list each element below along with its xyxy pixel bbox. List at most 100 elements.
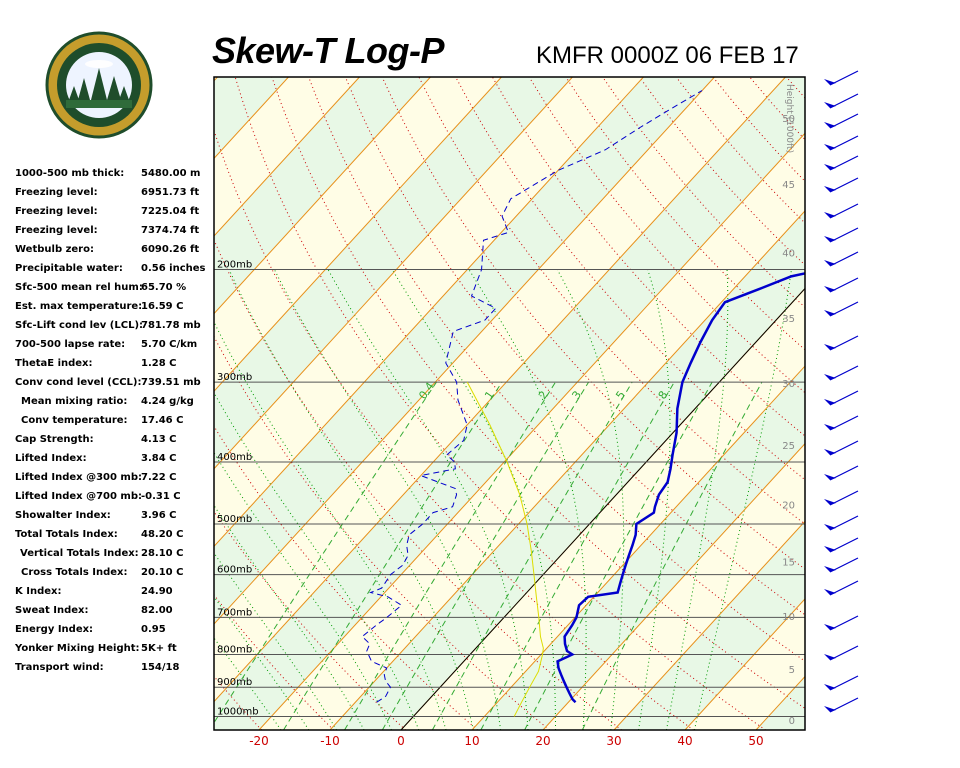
index-label: Lifted Index @300 mb: xyxy=(15,472,142,483)
pressure-tick-label: 1000mb xyxy=(217,706,259,717)
moist-adiabat xyxy=(556,269,625,730)
index-value: 65.70 % xyxy=(141,282,187,293)
index-label: Showalter Index: xyxy=(15,510,111,521)
index-label: Wetbulb zero: xyxy=(15,244,94,255)
wind-barb-flag xyxy=(824,499,836,505)
moist-adiabat xyxy=(214,320,447,730)
index-label: Sfc-500 mean rel hum: xyxy=(15,282,143,293)
mixing-ratio-line xyxy=(431,381,633,730)
isotherm xyxy=(0,77,4,730)
index-value: 24.90 xyxy=(141,586,173,597)
height-tick-label: 5 xyxy=(789,665,795,676)
isotherm xyxy=(471,365,805,730)
index-value: 4.13 C xyxy=(141,434,177,445)
moist-adiabat xyxy=(468,269,587,730)
index-value: 3.84 C xyxy=(141,453,177,464)
wind-barb-flag xyxy=(824,164,836,170)
temperature-line xyxy=(556,272,805,704)
isotherm xyxy=(827,77,960,730)
index-value: 1.28 C xyxy=(141,358,177,369)
index-label: Freezing level: xyxy=(15,187,98,198)
wind-barb-flag xyxy=(824,260,836,266)
temperature-tick-label: -20 xyxy=(249,734,269,748)
height-tick-label: 15 xyxy=(782,557,795,568)
index-label: Total Totals Index: xyxy=(15,529,118,540)
wind-barb-flag xyxy=(824,344,836,350)
dewpoint-line xyxy=(361,90,703,703)
index-value: 7.22 C xyxy=(141,472,177,483)
height-axis-label: Height (1000ft) xyxy=(784,84,794,153)
wind-barb-flag xyxy=(824,286,836,292)
isotherm xyxy=(542,442,805,730)
isotherm xyxy=(0,77,75,730)
dry-adiabat xyxy=(897,77,960,730)
mixing-ratio-line xyxy=(381,381,590,730)
moist-adiabat xyxy=(214,595,310,730)
isotherm xyxy=(214,77,786,703)
index-label: Cap Strength: xyxy=(15,434,94,445)
index-value: 739.51 mb xyxy=(141,377,201,388)
index-label: Freezing level: xyxy=(15,206,98,217)
wind-barb-flag xyxy=(824,399,836,405)
moist-adiabat xyxy=(638,269,671,730)
height-tick-label: 35 xyxy=(782,314,795,325)
isotherm xyxy=(214,77,360,237)
moist-adiabat xyxy=(214,451,392,730)
wind-barb-flag xyxy=(824,79,836,85)
isotherm xyxy=(329,210,805,730)
index-value: 48.20 C xyxy=(141,529,184,540)
wind-barb-flag xyxy=(824,186,836,192)
chart-title: Skew-T Log-P xyxy=(212,30,445,71)
isotherm xyxy=(214,77,644,548)
height-tick-label: 0 xyxy=(789,716,795,727)
index-label: Energy Index: xyxy=(15,624,94,635)
isotherm-band xyxy=(214,77,218,81)
pressure-tick-label: 200mb xyxy=(217,259,252,270)
moist-adiabat xyxy=(327,269,529,730)
isotherm xyxy=(684,598,805,730)
wind-barb-flag xyxy=(824,524,836,530)
pressure-tick-label: 800mb xyxy=(217,644,252,655)
wind-barb-flag xyxy=(824,102,836,108)
mixing-ratio-line xyxy=(581,381,763,730)
moist-adiabat xyxy=(214,504,365,730)
wind-barb-flag xyxy=(824,589,836,595)
index-value: 3.96 C xyxy=(141,510,177,521)
isotherm xyxy=(0,77,146,730)
wind-barb-flag xyxy=(824,374,836,380)
mixing-ratio-line xyxy=(524,381,713,730)
temperature-tick-label: 10 xyxy=(464,734,479,748)
wind-barb-flag xyxy=(824,624,836,630)
mixing-ratio-line xyxy=(344,381,556,730)
index-value: 20.10 C xyxy=(141,567,184,578)
station-time-label: KMFR 0000Z 06 FEB 17 xyxy=(536,42,799,69)
pressure-tick-label: 700mb xyxy=(217,607,252,618)
isotherm xyxy=(258,132,805,730)
moist-adiabat xyxy=(214,391,420,730)
wind-barb-flag xyxy=(824,706,836,712)
index-value: 5K+ ft xyxy=(141,643,177,654)
index-label: ThetaE index: xyxy=(15,358,93,369)
height-tick-label: 50 xyxy=(782,114,795,125)
temperature-tick-label: 0 xyxy=(397,734,405,748)
pressure-tick-label: 400mb xyxy=(217,452,252,463)
wind-barb-flag xyxy=(824,654,836,660)
dry-adiabat xyxy=(786,77,805,99)
height-tick-label: 20 xyxy=(782,500,795,511)
index-label: Vertical Totals Index: xyxy=(20,548,139,559)
mixing-ratio-line xyxy=(283,381,503,730)
wind-barb-flag xyxy=(824,236,836,242)
moist-adiabat xyxy=(665,269,729,730)
index-value: 17.46 C xyxy=(141,415,184,426)
pressure-tick-label: 500mb xyxy=(217,514,252,525)
isotherm-band xyxy=(0,77,4,730)
pressure-tick-label: 900mb xyxy=(217,677,252,688)
isotherm xyxy=(214,77,573,470)
wind-barb-flag xyxy=(824,684,836,690)
index-label: Conv temperature: xyxy=(21,415,128,426)
index-label: K Index: xyxy=(15,586,62,597)
index-value: 4.24 g/kg xyxy=(141,396,194,407)
wind-barb-flag xyxy=(824,122,836,128)
isotherm xyxy=(214,77,502,392)
